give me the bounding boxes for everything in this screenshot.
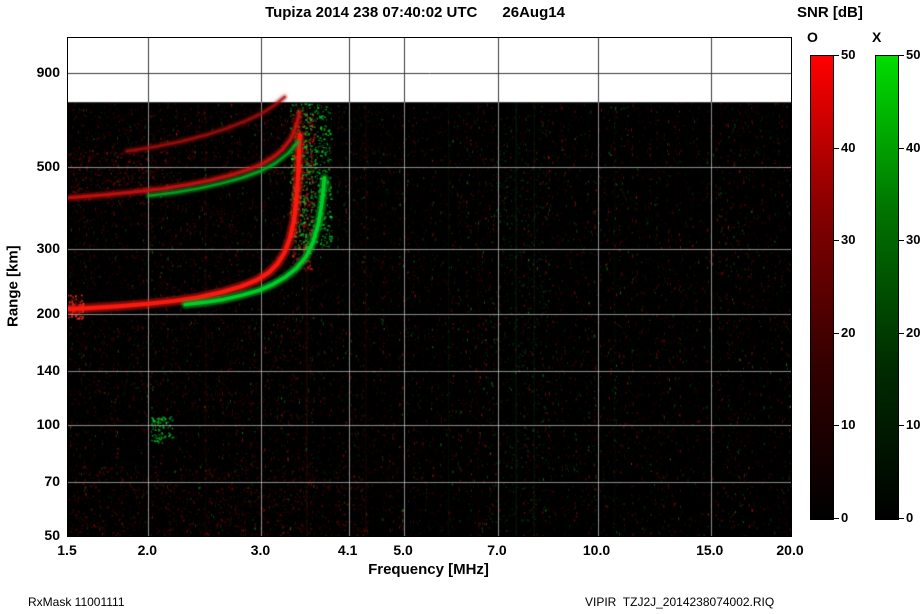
x-tick-label: 7.0 xyxy=(487,542,507,558)
colorbar-tick-label: 30 xyxy=(906,232,921,248)
colorbar-title: SNR [dB] xyxy=(797,4,863,21)
colorbar-tick-label: 10 xyxy=(841,417,856,433)
colorbar-tick-mark xyxy=(899,240,904,242)
x-colorbar xyxy=(875,55,899,520)
y-tick-label: 500 xyxy=(36,158,60,175)
y-tick-label: 900 xyxy=(36,64,60,81)
x-tick-label: 5.0 xyxy=(393,542,413,558)
colorbar-tick-label: 40 xyxy=(841,139,856,155)
colorbar-tick-mark xyxy=(834,518,839,519)
colorbar-tick-mark xyxy=(899,147,904,149)
y-tick-label: 50 xyxy=(44,527,60,543)
colorbar-tick-label: 20 xyxy=(906,324,921,340)
colorbar-tick-label: 40 xyxy=(906,139,921,155)
ionogram-plot xyxy=(67,37,792,537)
colorbar-tick-mark xyxy=(834,240,839,242)
colorbar-tick-mark xyxy=(834,425,839,427)
o-colorbar xyxy=(810,55,834,520)
x-tick-label: 1.5 xyxy=(57,542,77,558)
y-tick-label: 100 xyxy=(36,415,60,432)
x-tick-label: 20.0 xyxy=(776,542,804,558)
y-tick-label: 70 xyxy=(44,473,60,490)
plot-title: Tupiza 2014 238 07:40:02 UTC 26Aug14 xyxy=(265,4,565,21)
x-tick-label: 15.0 xyxy=(696,542,724,558)
x-axis-label: Frequency [MHz] xyxy=(368,561,489,578)
colorbar-tick-mark xyxy=(899,332,904,334)
o-mode-label: O xyxy=(807,29,818,45)
colorbar-tick-label: 0 xyxy=(841,510,849,525)
colorbar-tick-mark xyxy=(899,425,904,427)
y-tick-label: 300 xyxy=(36,240,60,256)
y-tick-label: 140 xyxy=(36,362,60,379)
x-mode-label: X xyxy=(872,29,882,45)
colorbar-tick-mark xyxy=(834,147,839,149)
x-tick-label: 10.0 xyxy=(582,542,611,558)
x-tick-label: 2.0 xyxy=(137,542,158,558)
x-tick-label: 4.1 xyxy=(337,542,358,558)
colorbar-tick-label: 0 xyxy=(906,510,914,525)
colorbar-tick-label: 20 xyxy=(841,324,856,340)
colorbar-tick-mark xyxy=(834,55,839,56)
colorbar-tick-label: 10 xyxy=(906,417,921,433)
colorbar-tick-mark xyxy=(899,55,904,56)
colorbar-tick-label: 30 xyxy=(841,232,856,248)
filename-label: VIPIR TZJ2J_2014238074002.RIQ xyxy=(585,595,775,609)
colorbar-tick-label: 50 xyxy=(841,47,856,62)
colorbar-tick-label: 50 xyxy=(906,47,921,62)
rxmask-label: RxMask 11001111 xyxy=(28,595,125,609)
y-axis-label: Range [km] xyxy=(4,245,22,327)
x-tick-label: 3.0 xyxy=(250,542,271,558)
colorbar-tick-mark xyxy=(899,518,904,519)
y-tick-label: 200 xyxy=(36,304,60,321)
colorbar-tick-mark xyxy=(834,332,839,334)
